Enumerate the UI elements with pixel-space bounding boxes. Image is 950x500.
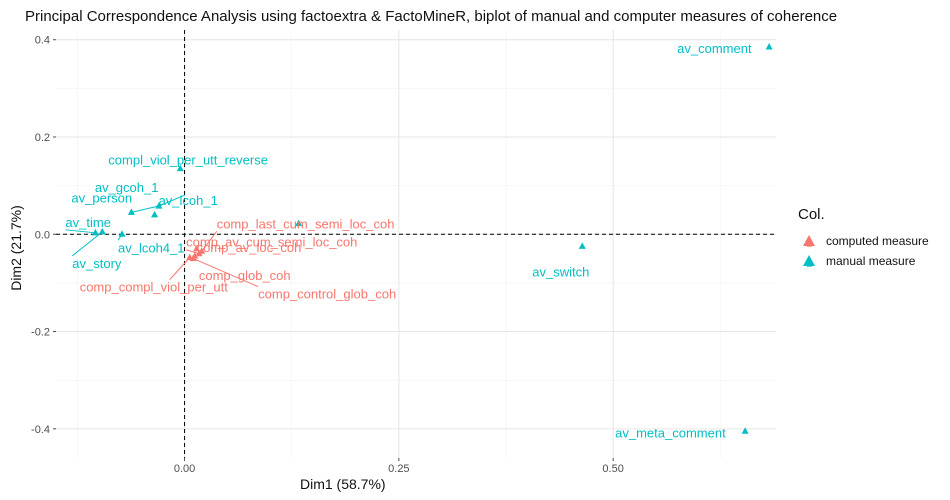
point-label: av_switch — [532, 264, 589, 279]
y-tick-label: 0.2 — [35, 132, 50, 144]
legend-key-manual: a — [800, 254, 818, 270]
manual-measure-point — [741, 427, 749, 434]
point-label: comp_compl_viol_per_utt — [80, 280, 229, 295]
label-leader-line — [117, 233, 123, 241]
y-tick-label: -0.4 — [31, 424, 50, 436]
legend-item-manual: a manual measure — [800, 251, 929, 271]
grid — [56, 30, 776, 458]
point-label: av_story — [72, 256, 122, 271]
point-label: comp_av_loc_coh — [197, 240, 302, 255]
label-leader-line — [169, 257, 191, 280]
svg-text:a: a — [806, 239, 812, 248]
y-tick-label: 0.0 — [35, 229, 50, 241]
y-axis-label: Dim2 (21.7%) — [8, 205, 24, 291]
point-label: av_time — [65, 215, 111, 230]
x-axis-label: Dim1 (58.7%) — [300, 476, 386, 492]
point-label: av_meta_comment — [615, 425, 726, 440]
manual-measure-point — [176, 164, 184, 172]
point-label: comp_last_cum_semi_loc_coh — [217, 216, 395, 231]
manual-measure-point — [118, 230, 126, 237]
label-leader-line — [158, 194, 186, 207]
point-label: comp_control_glob_coh — [258, 287, 396, 302]
legend-title: Col. — [798, 206, 825, 223]
point-label: av_comment — [677, 41, 752, 56]
axes: 0.00 0.25 0.50 -0.4 -0.2 0.0 0.2 0.4 — [31, 35, 624, 475]
chart-title: Principal Correspondence Analysis using … — [25, 8, 838, 25]
point-label: compl_viol_per_utt_reverse — [108, 153, 268, 168]
manual-measure-point — [155, 202, 163, 209]
reference-lines — [56, 30, 776, 458]
legend-label-manual: manual measure — [826, 254, 916, 268]
manual-measure-point — [295, 219, 303, 227]
label-leader-line — [71, 231, 103, 257]
point-label: comp_glob_coh — [199, 268, 291, 283]
point-label: av_gcoh_1 — [95, 180, 159, 195]
computed-measure-point — [193, 244, 201, 252]
x-tick-label: 0.50 — [602, 463, 623, 475]
svg-text:a: a — [806, 259, 812, 268]
label-leader-line — [201, 230, 218, 252]
label-leader-line — [131, 204, 162, 213]
label-leader-line — [185, 249, 200, 255]
legend-key-computed: a — [800, 234, 818, 250]
manual-measure-point — [91, 228, 99, 236]
point-label: av_lcoh_1 — [159, 193, 218, 208]
y-tick-label: 0.4 — [35, 35, 50, 47]
x-tick-label: 0.25 — [388, 463, 409, 475]
legend: Col. a computed measure a manual measure — [790, 206, 929, 271]
manual-measure-point — [151, 210, 159, 218]
point-label: comp_av_cum_semi_loc_coh — [186, 235, 357, 250]
legend-item-computed: a computed measure — [800, 231, 929, 251]
y-tick-label: -0.2 — [31, 327, 50, 339]
manual-measure-point — [765, 43, 773, 50]
x-tick-label: 0.00 — [174, 463, 195, 475]
manual-measure-point — [578, 242, 586, 249]
point-label: av_person — [71, 190, 132, 205]
label-leader-line — [65, 229, 96, 234]
point-label: av_lcoh4_1 — [118, 240, 185, 255]
manual-measure-point — [127, 208, 135, 215]
label-leader-line — [192, 258, 259, 288]
legend-label-computed: computed measure — [826, 234, 929, 248]
point-labels: comp_last_cum_semi_loc_coh comp_av_cum_se… — [65, 41, 752, 440]
computed-measure-point — [195, 249, 203, 257]
